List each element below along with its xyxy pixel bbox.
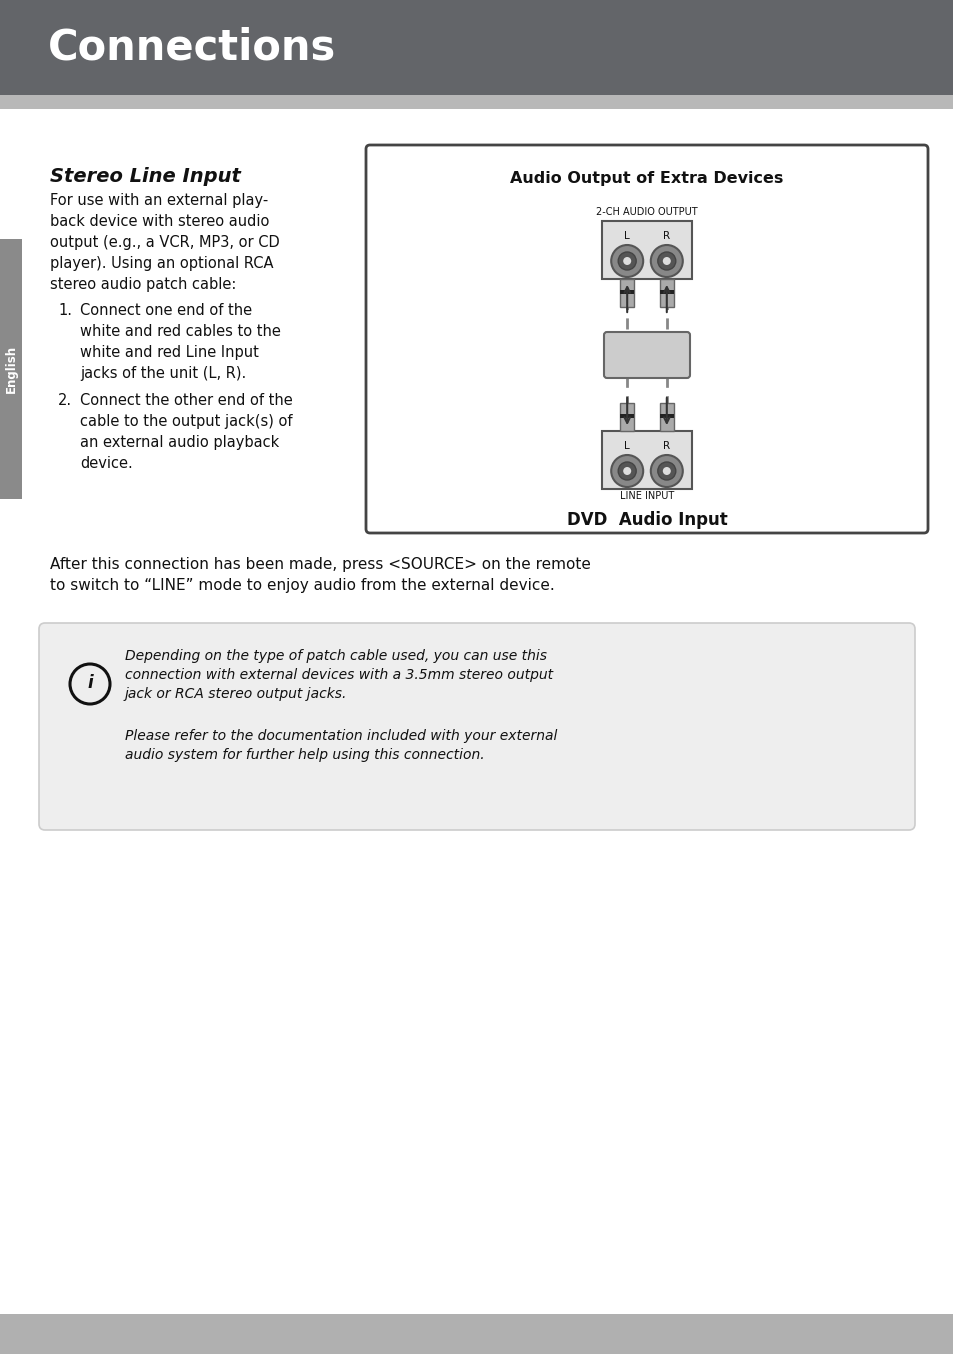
Text: Please refer to the documentation included with your external
audio system for f: Please refer to the documentation includ…	[125, 728, 557, 762]
Text: Stereo Line Input: Stereo Line Input	[50, 167, 240, 185]
Text: Depending on the type of patch cable used, you can use this
connection with exte: Depending on the type of patch cable use…	[125, 649, 553, 701]
Circle shape	[662, 467, 670, 475]
Text: DVD  Audio Input: DVD Audio Input	[566, 510, 726, 529]
Circle shape	[611, 245, 642, 278]
Bar	[0, 1313, 953, 1354]
Text: 2.: 2.	[58, 393, 72, 408]
Bar	[619, 290, 634, 294]
Bar	[0, 0, 953, 95]
Text: Connect one end of the
white and red cables to the
white and red Line Input
jack: Connect one end of the white and red cab…	[80, 303, 280, 380]
Text: 2-CH AUDIO OUTPUT: 2-CH AUDIO OUTPUT	[596, 207, 697, 217]
Text: LINE INPUT: LINE INPUT	[619, 492, 674, 501]
Circle shape	[658, 252, 675, 269]
Text: After this connection has been made, press <SOURCE> on the remote
to switch to “: After this connection has been made, pre…	[50, 556, 590, 593]
Bar	[659, 279, 673, 307]
Circle shape	[622, 467, 631, 475]
Bar	[619, 414, 634, 418]
Text: L: L	[623, 232, 629, 241]
Circle shape	[650, 245, 682, 278]
Bar	[619, 403, 634, 431]
Circle shape	[618, 462, 636, 481]
Text: For use with an external play-
back device with stereo audio
output (e.g., a VCR: For use with an external play- back devi…	[50, 194, 279, 292]
FancyBboxPatch shape	[603, 332, 689, 378]
Bar	[0, 240, 22, 500]
Circle shape	[611, 455, 642, 487]
Text: R: R	[662, 232, 670, 241]
Text: Audio Output of Extra Devices: Audio Output of Extra Devices	[510, 171, 782, 185]
Text: 1.: 1.	[58, 303, 71, 318]
Bar	[659, 414, 673, 418]
FancyBboxPatch shape	[366, 145, 927, 533]
Circle shape	[622, 257, 631, 265]
Bar	[0, 95, 953, 110]
Bar	[601, 221, 691, 279]
Bar	[659, 403, 673, 431]
Text: L: L	[623, 441, 629, 451]
Circle shape	[662, 257, 670, 265]
Bar	[659, 290, 673, 294]
Text: English: English	[5, 345, 17, 393]
Text: R: R	[662, 441, 670, 451]
Circle shape	[650, 455, 682, 487]
Text: Connect the other end of the
cable to the output jack(s) of
an external audio pl: Connect the other end of the cable to th…	[80, 393, 293, 471]
Bar	[619, 279, 634, 307]
Circle shape	[618, 252, 636, 269]
Bar	[601, 431, 691, 489]
Text: Connections: Connections	[48, 27, 335, 69]
FancyBboxPatch shape	[39, 623, 914, 830]
Circle shape	[658, 462, 675, 481]
Text: i: i	[87, 674, 92, 692]
